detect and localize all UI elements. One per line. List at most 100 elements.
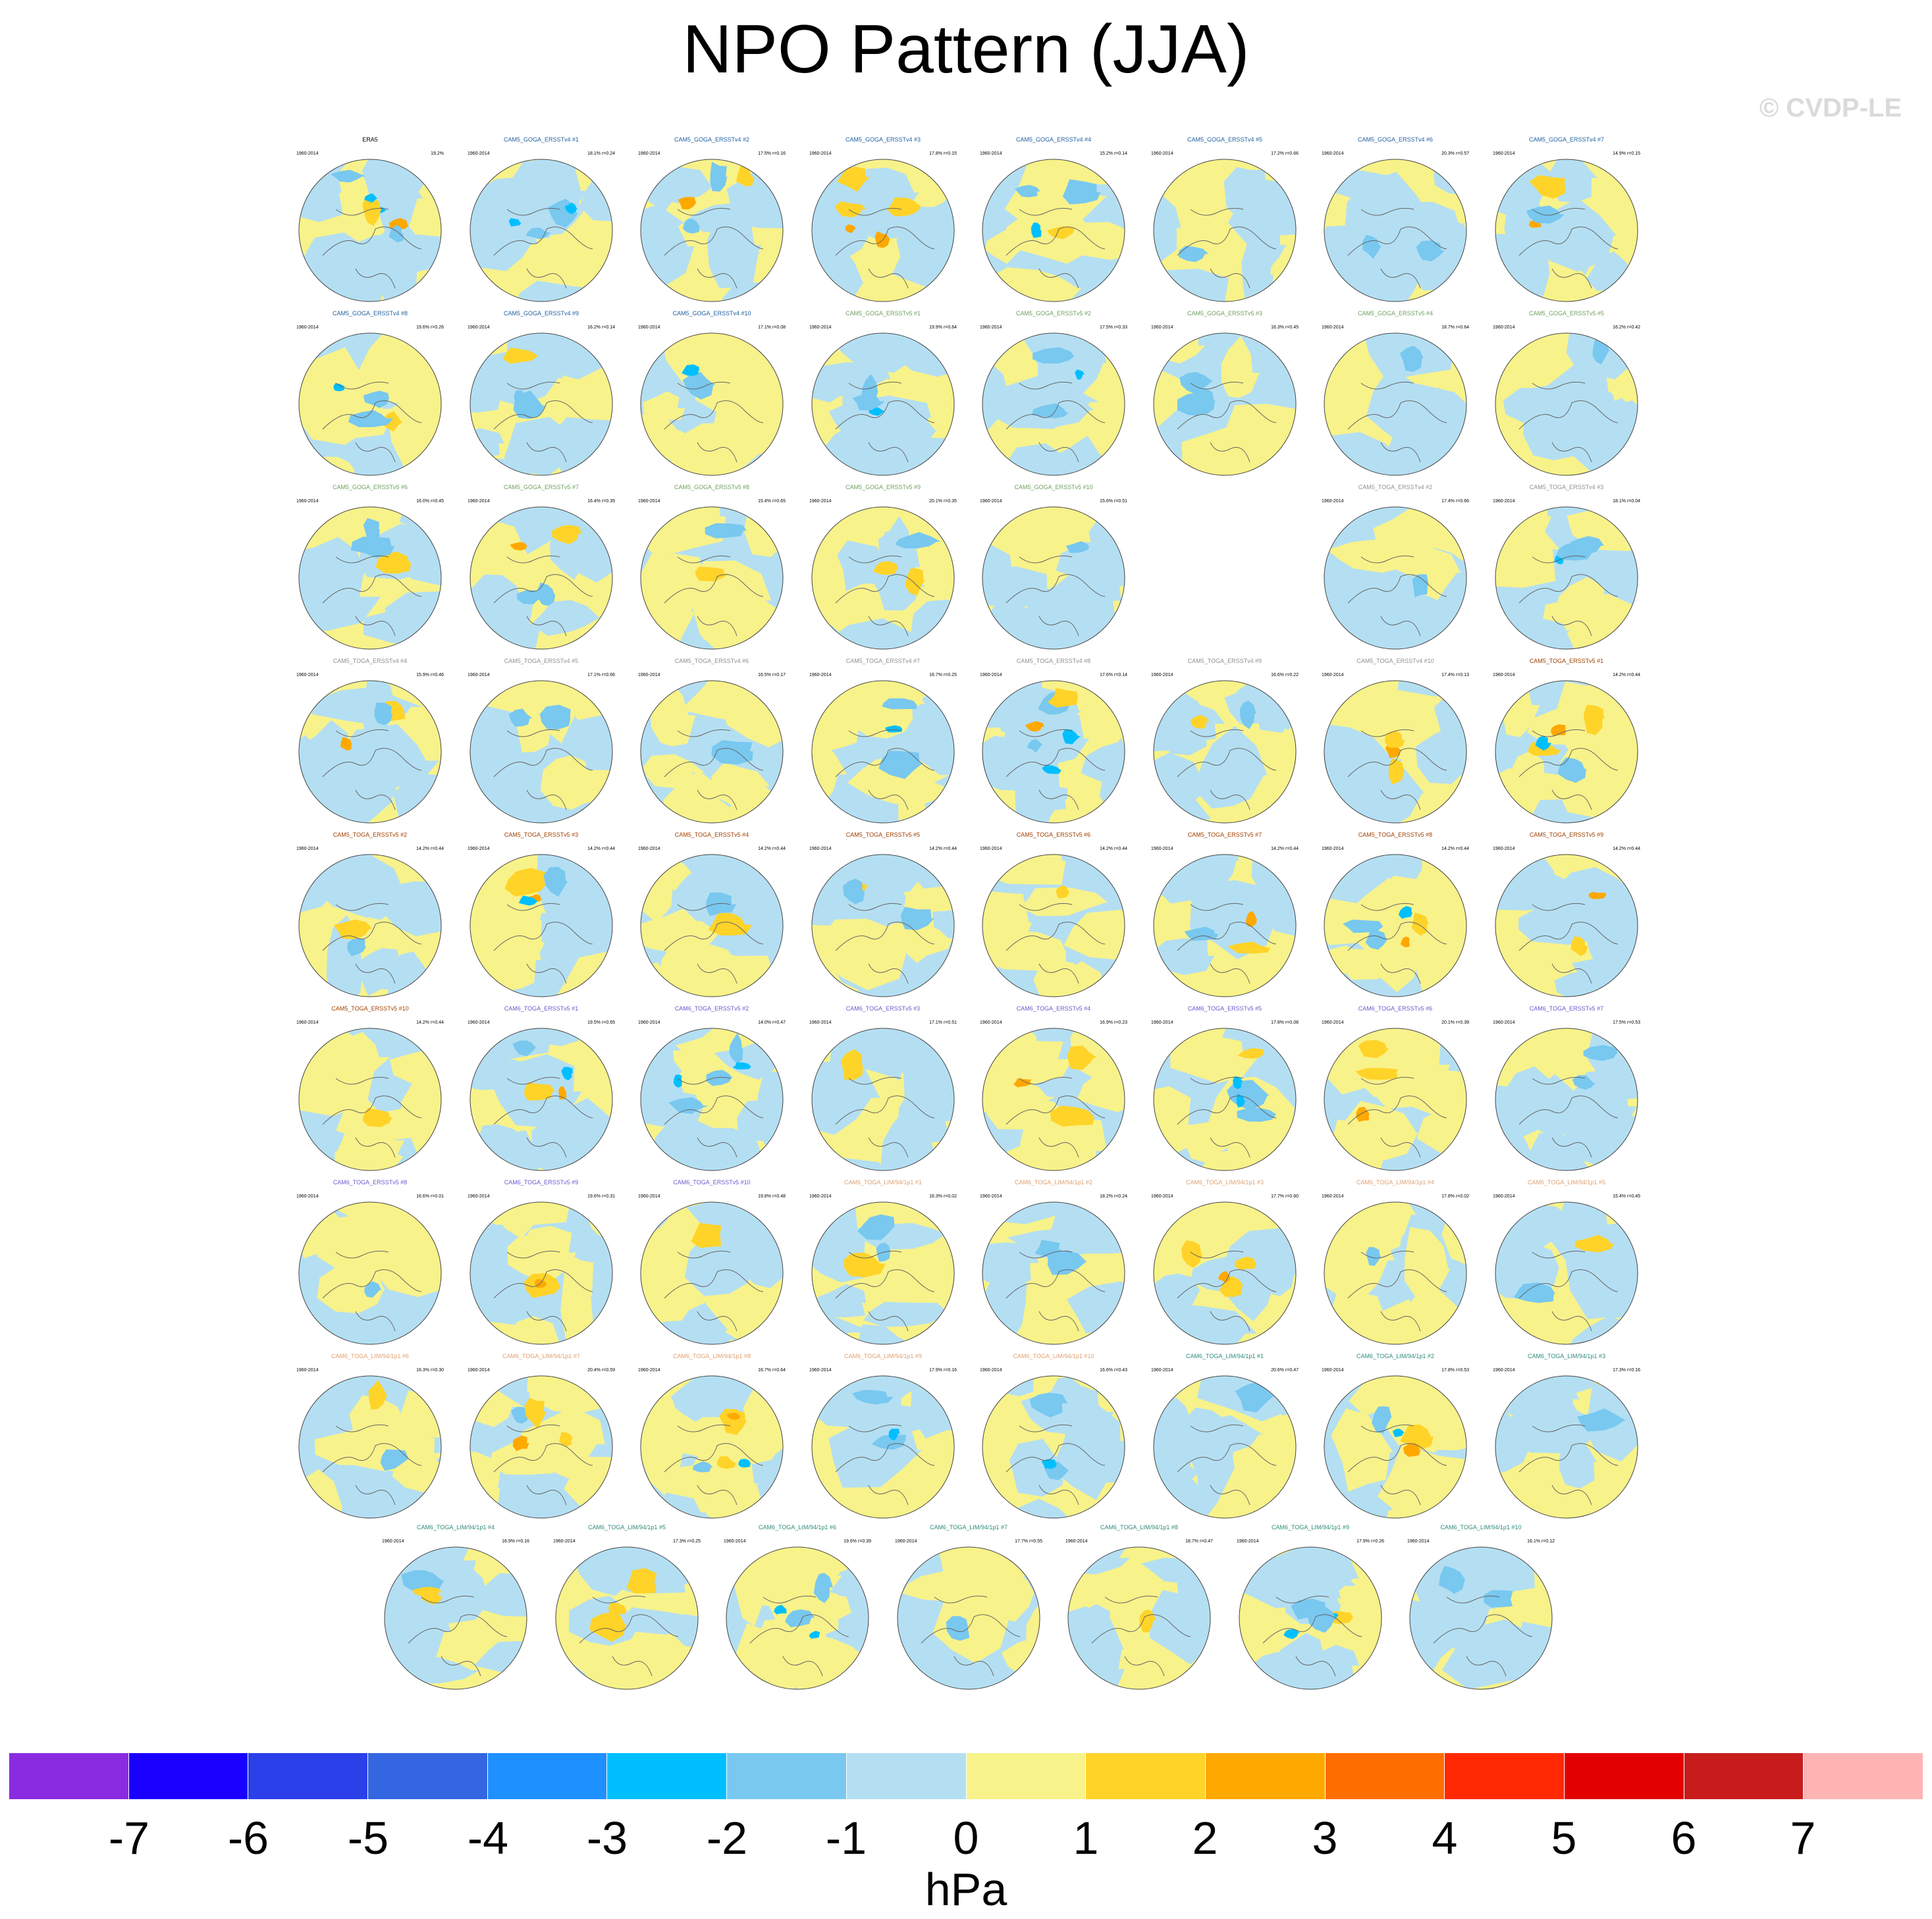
positive-anomaly-center [504, 868, 547, 897]
map-border [811, 506, 955, 650]
map-panel: CAM5_TOGA_ERSSTv4 #6 1960-2014 16.5% r=0.1… [637, 657, 787, 828]
panel-years: 1960-2014 [638, 847, 660, 851]
polar-map [982, 854, 1125, 997]
polar-map [811, 159, 955, 302]
anomaly-region [641, 962, 689, 997]
coastline [1518, 729, 1619, 810]
map-panel: CAM6_TOGA_LIM/94/1p1 #8 1960-2014 16.7% r=… [637, 1352, 787, 1523]
panel-years: 1960-2014 [1493, 151, 1515, 156]
map-border [298, 1201, 442, 1345]
anomaly-region [1063, 909, 1125, 960]
panel-variance-explained: 14.2% r=0.44 [929, 847, 957, 851]
panel-years: 1960-2014 [1151, 325, 1173, 330]
map-border [1495, 1375, 1638, 1519]
colorbar-segment [1564, 1753, 1684, 1799]
map-border [1324, 506, 1467, 650]
anomaly-region [1009, 1438, 1069, 1497]
map-panel: CAM6_TOGA_LIM/94/1p1 #10 1960-2014 16.1% r… [1406, 1523, 1556, 1695]
coastline [1006, 1250, 1106, 1332]
polar-map [811, 1201, 955, 1345]
colorbar-tick-label: 3 [1312, 1812, 1338, 1864]
map-panel: CAM5_GOGA_ERSSTv5 #9 1960-2014 20.1% r=0.3… [808, 483, 958, 654]
map-border [640, 332, 784, 476]
map-panel: CAM5_GOGA_ERSSTv4 #8 1960-2014 19.6% r=0.2… [295, 309, 445, 481]
positive-anomaly-center [872, 561, 899, 575]
map-border [384, 1546, 527, 1690]
polar-map [640, 1028, 784, 1171]
panel-variance-explained: 14.9% r=0.15 [1613, 151, 1640, 156]
page-title: NPO Pattern (JJA) [682, 11, 1250, 88]
polar-map [1495, 1375, 1638, 1519]
strong-negative-anomaly [1031, 223, 1042, 238]
polar-map [811, 1375, 955, 1519]
panel-variance-explained: 17.1% r=0.08 [758, 325, 786, 330]
anomaly-region [1324, 507, 1355, 523]
panel-years: 1960-2014 [1151, 1194, 1173, 1199]
colorbar-segment [1205, 1753, 1326, 1799]
polar-map [1324, 506, 1467, 650]
anomaly-region [1056, 542, 1125, 587]
anomaly-region [1176, 1547, 1210, 1610]
panel-years: 1960-2014 [980, 499, 1002, 504]
panel-title: CAM6_TOGA_ERSSTv5 #8 [333, 1179, 408, 1186]
coastline [1006, 555, 1106, 637]
negative-anomaly-center [842, 878, 865, 905]
negative-anomaly-center [543, 866, 568, 897]
map-panel: CAM6_TOGA_LIM/94/1p1 #5 1960-2014 15.4% r=… [1491, 1178, 1642, 1350]
anomaly-region [985, 229, 1027, 264]
negative-anomaly-center [1196, 387, 1216, 415]
map-border [1324, 854, 1467, 997]
panel-title: CAM5_TOGA_ERSSTv5 #9 [1529, 831, 1604, 838]
panel-years: 1960-2014 [468, 325, 490, 330]
negative-anomaly-center [1031, 403, 1069, 419]
polar-map [897, 1546, 1040, 1690]
panel-years: 1960-2014 [980, 325, 1002, 330]
panel-variance-explained: 18.2% r=0.24 [1100, 1194, 1127, 1199]
panel-variance-explained: 15.6% r=0.51 [1100, 499, 1127, 504]
panel-years: 1960-2014 [382, 1539, 404, 1544]
panel-years: 1960-2014 [296, 1368, 319, 1373]
strong-positive-anomaly [1025, 721, 1044, 732]
anomaly-region [1349, 1202, 1416, 1252]
polar-map [1324, 1375, 1467, 1519]
anomaly-region [1416, 725, 1466, 784]
polar-map [640, 506, 784, 650]
map-border [1239, 1546, 1382, 1690]
anomaly-region [1349, 1376, 1418, 1416]
anomaly-region [560, 1251, 594, 1342]
anomaly-region [371, 159, 423, 242]
map-panel: CAM5_TOGA_ERSSTv5 #3 1960-2014 14.2% r=0.4… [466, 831, 616, 1002]
map-border [640, 1375, 784, 1519]
anomaly-region [531, 600, 602, 636]
panel-variance-explained: 17.6% r=0.14 [1100, 673, 1127, 677]
panel-title: CAM5_TOGA_ERSSTv5 #8 [1358, 831, 1433, 838]
panel-variance-explained: 19.8% r=0.48 [758, 1194, 786, 1199]
panel-variance-explained: 18.7% r=0.47 [1185, 1539, 1213, 1544]
positive-anomaly-center [383, 411, 403, 432]
panel-title: CAM5_TOGA_ERSSTv4 #10 [1356, 658, 1434, 664]
polar-map [1324, 332, 1467, 476]
panel-years: 1960-2014 [468, 151, 490, 156]
polar-map [470, 506, 613, 650]
polar-map [1324, 159, 1467, 302]
colorbar-segment [1086, 1753, 1206, 1799]
panel-title: CAM6_TOGA_ERSSTv5 #1 [504, 1005, 579, 1012]
panel-variance-explained: 17.5% r=0.16 [758, 151, 786, 156]
negative-anomaly-center [1439, 1565, 1466, 1594]
panel-title: CAM6_TOGA_ERSSTv5 #2 [674, 1005, 749, 1012]
polar-map [811, 1028, 955, 1171]
colorbar-tick-label: 6 [1671, 1812, 1697, 1864]
panel-variance-explained: 17.9% r=0.16 [929, 1368, 957, 1373]
anomaly-region [982, 360, 1013, 431]
positive-anomaly-center [834, 201, 867, 218]
positive-anomaly-center [1529, 174, 1567, 199]
strong-positive-anomaly [1013, 1078, 1033, 1088]
map-panel: CAM6_TOGA_LIM/94/1p1 #10 1960-2014 16.6% r… [979, 1352, 1129, 1523]
polar-map [811, 506, 955, 650]
strong-positive-anomaly [512, 1435, 529, 1452]
coastline [664, 903, 764, 984]
polar-map [470, 1375, 613, 1519]
negative-anomaly-center [1399, 346, 1424, 372]
map-panel: CAM6_TOGA_LIM/94/1p1 #7 1960-2014 17.7% r=… [894, 1523, 1044, 1695]
panel-variance-explained: 16.2% r=0.14 [587, 325, 615, 330]
